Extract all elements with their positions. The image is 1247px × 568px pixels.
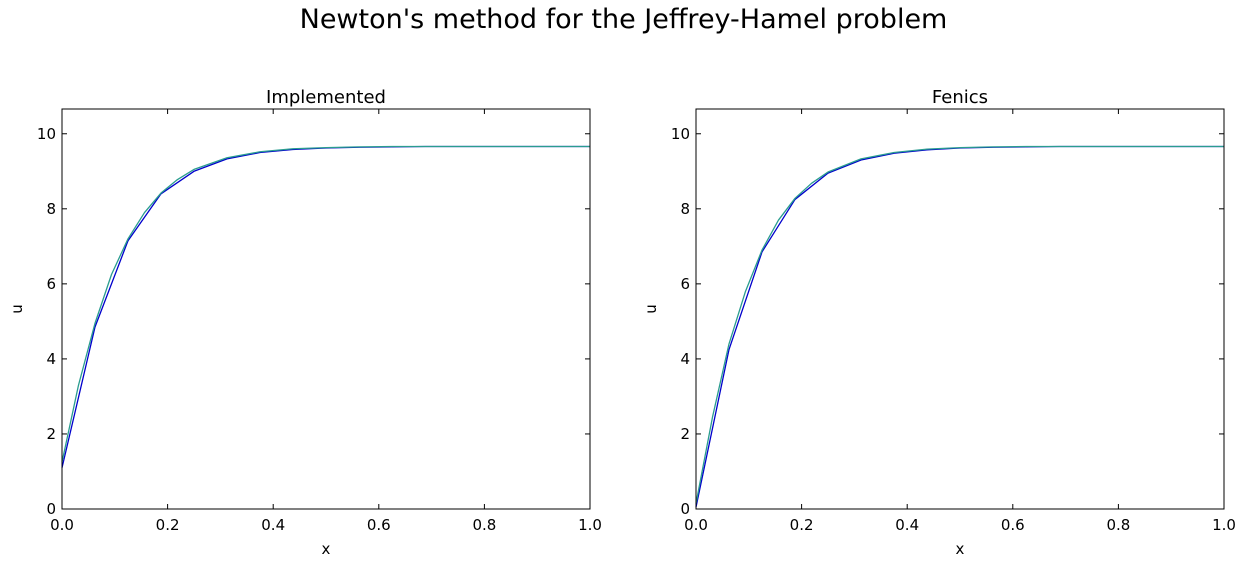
y-tick-label: 4: [46, 350, 56, 368]
x-tick-label: 0.2: [790, 516, 814, 534]
y-tick-label: 10: [37, 125, 56, 143]
y-tick-label: 2: [46, 425, 56, 443]
figure-suptitle: Newton's method for the Jeffrey-Hamel pr…: [299, 4, 948, 35]
x-axis-label: x: [322, 540, 331, 558]
series-line-1: [61, 145, 590, 468]
y-tick-label: 8: [680, 200, 690, 218]
y-axis-label: u: [642, 304, 660, 314]
x-tick-label: 0.0: [50, 516, 74, 534]
x-tick-label: 0.6: [367, 516, 391, 534]
chart-title: Implemented: [266, 87, 386, 108]
chart-title: Fenics: [932, 87, 988, 108]
x-tick-label: 0.8: [1106, 516, 1130, 534]
y-tick-label: 0: [46, 500, 56, 518]
x-tick-label: 0.2: [156, 516, 180, 534]
chart-2: 0.0 0.2 0.4 0.6 0.8 1.0 0 2 4 6 8 10 Fenics x u: [642, 87, 1236, 558]
chart-1: 0.0 0.2 0.4 0.6 0.8 1.0 0 2 4 6 8 10 Implemented x u: [8, 87, 602, 558]
series-line-2: [695, 145, 1224, 504]
series-line-1: [695, 145, 1224, 508]
y-tick-label: 6: [46, 275, 56, 293]
x-tick-label: 0.6: [1001, 516, 1025, 534]
x-tick-label: 0.4: [895, 516, 919, 534]
x-tick-label: 1.0: [1212, 516, 1236, 534]
series-line-2: [61, 145, 590, 463]
x-tick-label: 0.4: [261, 516, 285, 534]
y-tick-label: 6: [680, 275, 690, 293]
axes-frame: [695, 108, 1225, 510]
x-tick-label: 0.0: [684, 516, 708, 534]
y-tick-label: 8: [46, 200, 56, 218]
y-axis-label: u: [8, 304, 26, 314]
y-tick-label: 0: [680, 500, 690, 518]
y-tick-label: 10: [671, 125, 690, 143]
axes-frame: [61, 108, 591, 510]
x-tick-label: 0.8: [472, 516, 496, 534]
x-axis-label: x: [956, 540, 965, 558]
y-tick-label: 2: [680, 425, 690, 443]
y-tick-label: 4: [680, 350, 690, 368]
x-tick-label: 1.0: [578, 516, 602, 534]
